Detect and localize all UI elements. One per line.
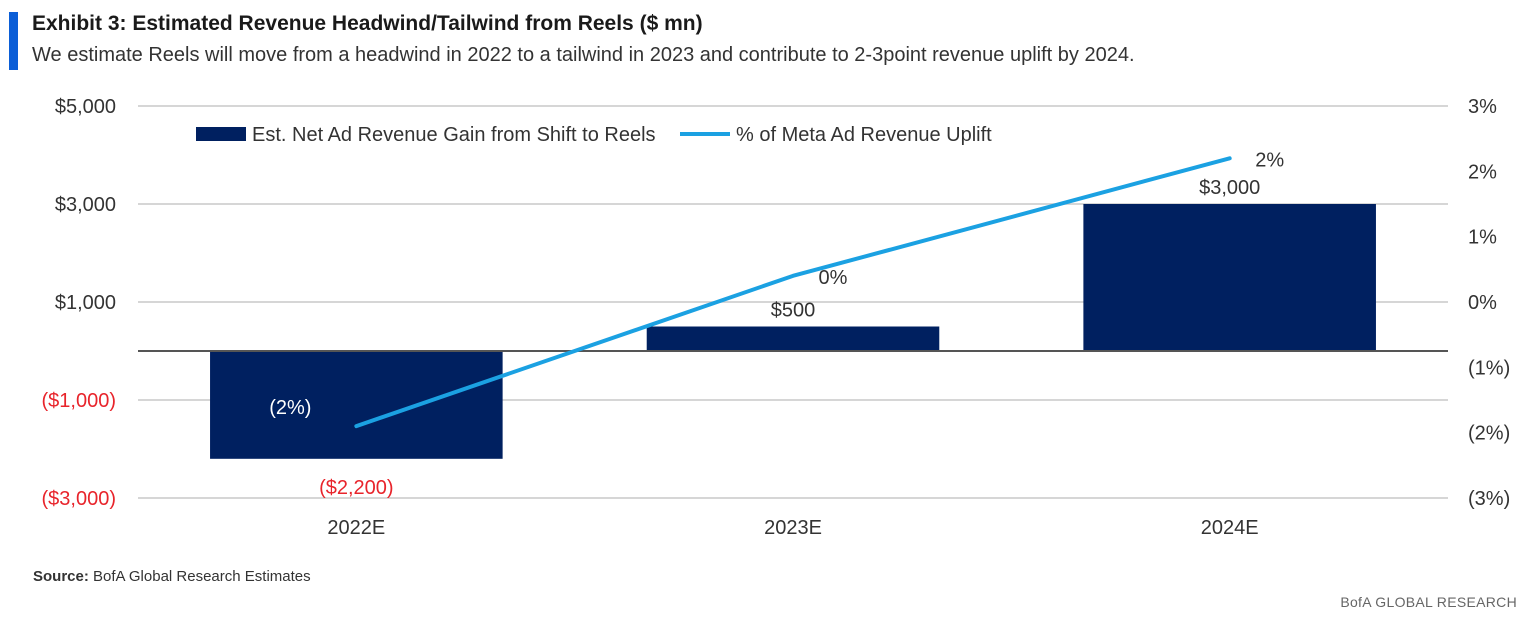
title-accent-bar xyxy=(9,12,18,70)
line-data-label: 0% xyxy=(819,267,848,289)
left-axis-tick-label: $5,000 xyxy=(55,96,116,118)
left-axis-tick-label: ($3,000) xyxy=(42,488,117,510)
chart-title: Exhibit 3: Estimated Revenue Headwind/Ta… xyxy=(32,12,703,35)
legend-swatch-bar xyxy=(196,127,246,141)
left-axis-tick-label: $3,000 xyxy=(55,194,116,216)
right-axis-tick-label: (3%) xyxy=(1468,488,1510,510)
legend-label-bar: Est. Net Ad Revenue Gain from Shift to R… xyxy=(252,124,656,146)
right-axis-tick-label: 3% xyxy=(1468,96,1497,118)
source-label: Source: xyxy=(33,568,89,585)
x-axis-tick-label: 2024E xyxy=(1201,517,1259,539)
legend-label-line: % of Meta Ad Revenue Uplift xyxy=(736,124,992,146)
bar xyxy=(646,326,940,351)
x-axis-tick-label: 2023E xyxy=(764,517,822,539)
bar xyxy=(1083,204,1376,351)
source-text: BofA Global Research Estimates xyxy=(93,568,311,585)
bar-data-label: $3,000 xyxy=(1199,177,1260,199)
bar-data-label: ($2,200) xyxy=(319,477,394,499)
right-axis-tick-label: 0% xyxy=(1468,292,1497,314)
right-axis-tick-label: 2% xyxy=(1468,161,1497,183)
left-axis-tick-label: ($1,000) xyxy=(42,390,117,412)
bar-data-label: $500 xyxy=(771,300,816,322)
brand-footer: BofA GLOBAL RESEARCH xyxy=(1340,594,1517,610)
chart-subtitle: We estimate Reels will move from a headw… xyxy=(32,44,1135,66)
line-data-label: (2%) xyxy=(269,397,311,419)
x-axis-tick-label: 2022E xyxy=(327,517,385,539)
right-axis-tick-label: (2%) xyxy=(1468,423,1510,445)
line-series xyxy=(354,156,1232,429)
bar xyxy=(210,351,503,459)
left-axis-tick-label: $1,000 xyxy=(55,292,116,314)
right-axis-tick-label: 1% xyxy=(1468,227,1497,249)
source-note: Source: BofA Global Research Estimates xyxy=(33,568,311,585)
line-data-label: 2% xyxy=(1255,149,1284,171)
combo-chart: $5,000 $3,000 $1,000 ($1,000) ($3,000) 3% 2% 1%… xyxy=(42,96,1511,539)
right-axis-tick-label: (1%) xyxy=(1468,357,1510,379)
